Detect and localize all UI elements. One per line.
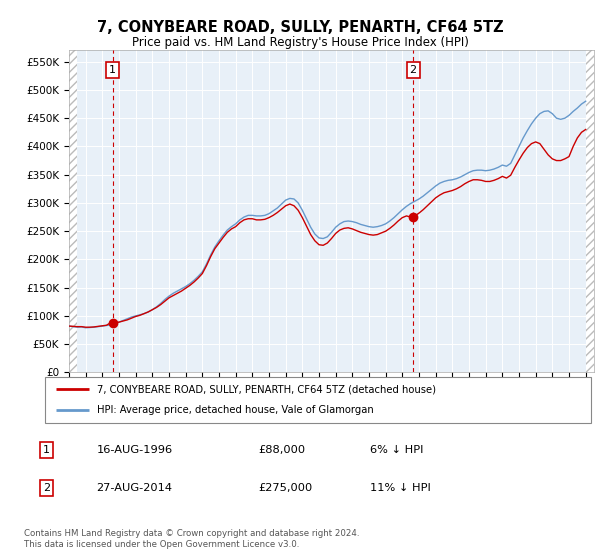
Text: £275,000: £275,000 bbox=[259, 483, 313, 493]
Text: 7, CONYBEARE ROAD, SULLY, PENARTH, CF64 5TZ (detached house): 7, CONYBEARE ROAD, SULLY, PENARTH, CF64 … bbox=[97, 384, 436, 394]
Text: Price paid vs. HM Land Registry's House Price Index (HPI): Price paid vs. HM Land Registry's House … bbox=[131, 36, 469, 49]
Text: Contains HM Land Registry data © Crown copyright and database right 2024.
This d: Contains HM Land Registry data © Crown c… bbox=[24, 529, 359, 549]
Text: £88,000: £88,000 bbox=[259, 445, 305, 455]
Bar bbox=[69, 50, 77, 372]
Text: HPI: Average price, detached house, Vale of Glamorgan: HPI: Average price, detached house, Vale… bbox=[97, 405, 374, 416]
Text: 1: 1 bbox=[43, 445, 50, 455]
FancyBboxPatch shape bbox=[45, 377, 591, 423]
Text: 2: 2 bbox=[410, 65, 417, 75]
Text: 11% ↓ HPI: 11% ↓ HPI bbox=[370, 483, 431, 493]
Text: 27-AUG-2014: 27-AUG-2014 bbox=[97, 483, 173, 493]
Bar bbox=[586, 50, 594, 372]
Text: 1: 1 bbox=[109, 65, 116, 75]
Text: 6% ↓ HPI: 6% ↓ HPI bbox=[370, 445, 424, 455]
Text: 16-AUG-1996: 16-AUG-1996 bbox=[97, 445, 173, 455]
Text: 7, CONYBEARE ROAD, SULLY, PENARTH, CF64 5TZ: 7, CONYBEARE ROAD, SULLY, PENARTH, CF64 … bbox=[97, 20, 503, 35]
Text: 2: 2 bbox=[43, 483, 50, 493]
